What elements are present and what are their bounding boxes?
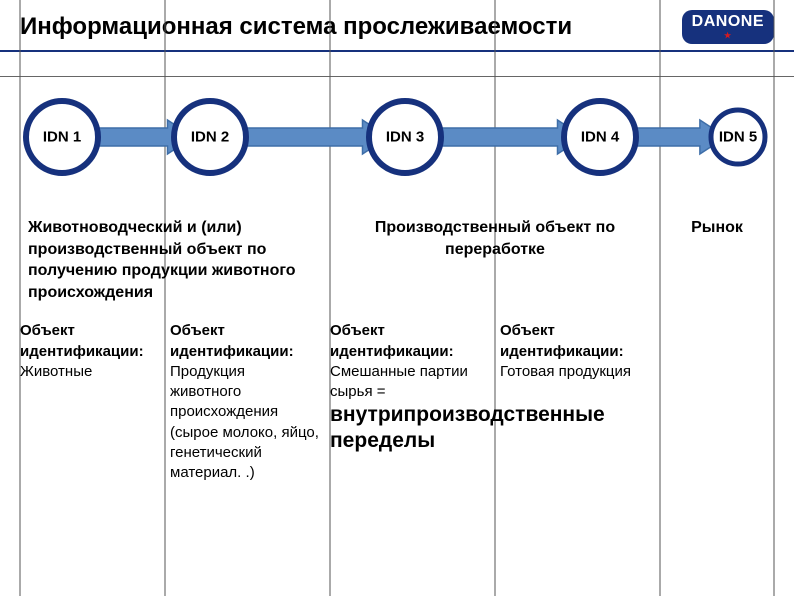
group-label-2: Рынок (660, 217, 774, 303)
column-1: Объект идентификации:Продукция животного… (170, 321, 330, 483)
columns-row: Объект идентификации:ЖивотныеОбъект иден… (0, 303, 794, 483)
column-body: Готовая продукция (500, 362, 650, 382)
column-heading: Объект идентификации: (330, 321, 490, 362)
process-node-idn4: IDN 4 (564, 101, 636, 173)
process-diagram: IDN 1 IDN 2 IDN 3 IDN 4 IDN 5 (0, 77, 794, 217)
process-node-idn3: IDN 3 (369, 101, 441, 173)
column-heading: Объект идентификации: (500, 321, 650, 362)
header-rule (0, 50, 794, 52)
page-title: Информационная система прослеживаемости (20, 13, 572, 41)
node-label: IDN 2 (191, 129, 229, 146)
column-0: Объект идентификации:Животные (20, 321, 170, 483)
column-emphasis: внутрипроизводственные переделы (330, 402, 490, 452)
flow-arrow (227, 120, 389, 154)
flow-arrow (422, 120, 584, 154)
logo-text: DANONE (692, 14, 764, 30)
group-label-0: Животноводческий и (или) производственны… (20, 217, 330, 303)
node-label: IDN 4 (581, 129, 620, 146)
column-3: Объект идентификации:Готовая продукция (500, 321, 660, 483)
group-labels-row: Животноводческий и (или) производственны… (0, 217, 794, 303)
column-body: Животные (20, 362, 160, 382)
column-2: Объект идентификации:Смешанные партии сы… (330, 321, 500, 483)
process-node-idn5: IDN 5 (711, 110, 765, 164)
column-heading: Объект идентификации: (170, 321, 320, 362)
logo-star-icon: ★ (724, 32, 732, 40)
header: Информационная система прослеживаемости … (0, 0, 794, 50)
process-node-idn2: IDN 2 (174, 101, 246, 173)
group-label-1: Производственный объект по переработке (330, 217, 660, 303)
process-node-idn1: IDN 1 (26, 101, 98, 173)
node-label: IDN 5 (719, 129, 757, 146)
column-body: Смешанные партии сырья = (330, 362, 490, 403)
danone-logo: DANONE ★ (682, 10, 774, 44)
column-body: Продукция животного происхождения (сырое… (170, 362, 320, 484)
node-label: IDN 1 (43, 129, 81, 146)
node-label: IDN 3 (386, 129, 424, 146)
column-heading: Объект идентификации: (20, 321, 160, 362)
